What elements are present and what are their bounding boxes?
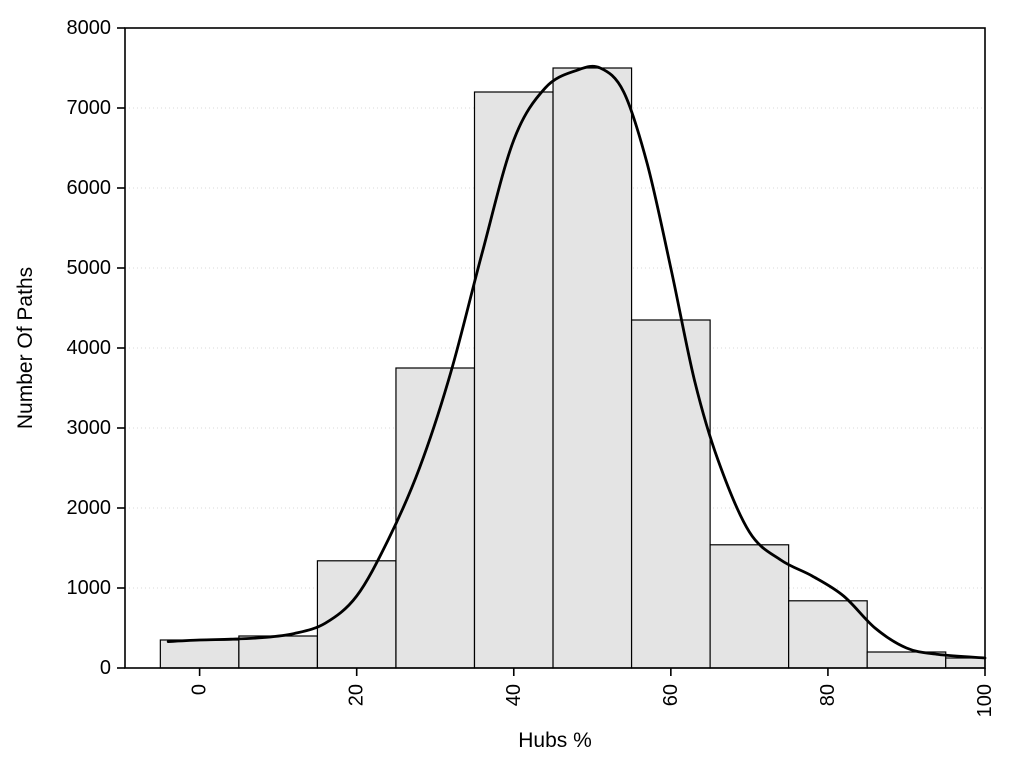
y-tick-label: 7000: [67, 97, 112, 119]
y-axis-title: Number Of Paths: [14, 267, 37, 429]
histogram-bar: [945, 657, 986, 669]
x-axis-title: Hubs %: [518, 729, 592, 752]
histogram-bars: [159, 67, 986, 669]
y-tick-label: 0: [100, 657, 111, 679]
x-tick-label: 20: [346, 684, 368, 706]
axis-ticks: [117, 27, 986, 676]
x-tick-labels: 0 20 40 60 80 100: [189, 684, 996, 717]
x-tick-label-group: 0: [189, 684, 211, 695]
x-tick-label-group: 60: [660, 684, 682, 706]
y-tick-label: 2000: [67, 497, 112, 519]
density-curve: [166, 64, 987, 660]
histogram-bar: [238, 635, 319, 669]
density-curve-path: [166, 64, 987, 660]
y-tick-label: 3000: [67, 417, 112, 439]
y-tick-label: 5000: [67, 257, 112, 279]
x-tick-label: 100: [974, 684, 996, 717]
x-tick-label-group: 100: [974, 684, 996, 717]
x-tick-label: 80: [817, 684, 839, 706]
x-tick-label: 60: [660, 684, 682, 706]
x-tick-label: 40: [503, 684, 525, 706]
histogram-bar: [473, 91, 554, 669]
y-tick-label: 4000: [67, 337, 112, 359]
x-tick-label-group: 80: [817, 684, 839, 706]
x-tick-label-group: 20: [346, 684, 368, 706]
y-tick-labels: 0 1000 2000 3000 4000 5000 6000 7000 8000: [67, 17, 112, 679]
histogram-bar: [159, 639, 240, 669]
x-tick-label-group: 40: [503, 684, 525, 706]
histogram-bar: [316, 560, 397, 669]
y-tick-label: 1000: [67, 577, 112, 599]
histogram-bar: [552, 67, 633, 669]
histogram-bar: [709, 544, 790, 669]
y-tick-label: 6000: [67, 177, 112, 199]
x-tick-label: 0: [189, 684, 211, 695]
histogram-bar: [395, 367, 476, 669]
y-tick-label: 8000: [67, 17, 112, 39]
histogram-bar: [630, 319, 711, 669]
histogram-bar: [788, 600, 868, 669]
